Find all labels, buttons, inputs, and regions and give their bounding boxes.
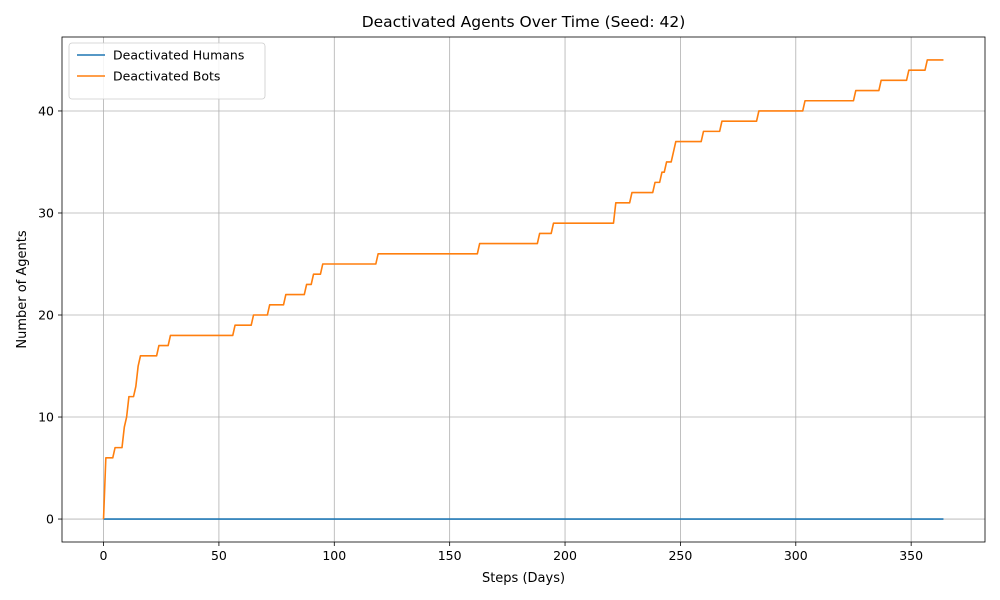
legend: Deactivated Humans Deactivated Bots: [68, 42, 266, 100]
x-tick-label: 300: [784, 548, 808, 563]
chart-title: Deactivated Agents Over Time (Seed: 42): [362, 13, 686, 31]
x-tick-label: 250: [668, 548, 692, 563]
grid-layer: [62, 37, 985, 542]
legend-label: Deactivated Bots: [113, 69, 220, 84]
series-line-deactivated-bots: [102, 59, 944, 520]
x-tick-label: 100: [322, 548, 346, 563]
plot-frame: [61, 36, 986, 543]
series-layer: [102, 59, 944, 520]
x-tick-label: 200: [553, 548, 577, 563]
y-tick-label: 20: [38, 308, 54, 323]
y-tick-label: 40: [38, 103, 54, 118]
x-axis-label: Steps (Days): [482, 571, 565, 586]
y-tick-label: 30: [38, 205, 54, 220]
x-tick-label: 350: [899, 548, 923, 563]
x-tick-label: 50: [211, 548, 227, 563]
x-tick-label: 150: [438, 548, 462, 563]
tick-layer: 0 50 100 150 200 250 300 350 0 10 20 30 40: [38, 103, 923, 563]
y-tick-label: 0: [46, 512, 54, 527]
y-axis-label: Number of Agents: [15, 230, 30, 348]
legend-label: Deactivated Humans: [113, 48, 244, 63]
x-tick-label: 0: [100, 548, 108, 563]
y-tick-label: 10: [38, 410, 54, 425]
legend-box: [68, 42, 266, 100]
